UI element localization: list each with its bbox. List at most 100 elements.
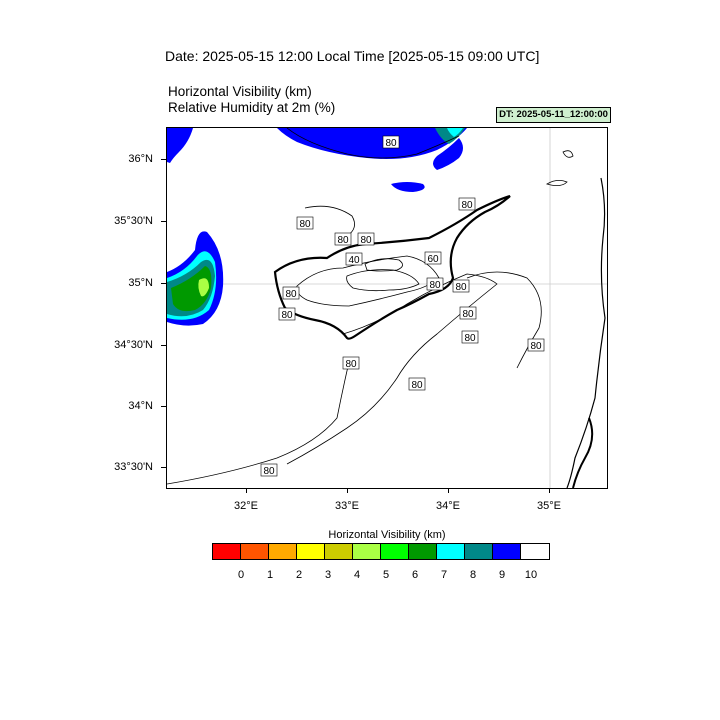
legend-tick-label: 3 (324, 569, 332, 581)
rh-contour-northeast-1 (546, 180, 568, 186)
lon-tick (347, 488, 348, 493)
legend-swatch (269, 544, 297, 559)
legend-swatch (353, 544, 381, 559)
svg-text:80: 80 (360, 235, 372, 246)
contour-label: 80 (459, 306, 477, 320)
svg-text:80: 80 (455, 282, 467, 293)
legend-swatch (241, 544, 269, 559)
visibility-fill-left-lightgreen (198, 278, 209, 297)
svg-text:80: 80 (429, 280, 441, 291)
legend-tick-label: 1 (266, 569, 274, 581)
lon-tick (549, 488, 550, 493)
legend-title: Horizontal Visibility (km) (328, 529, 446, 541)
lon-label-35e: 35°E (537, 500, 561, 512)
lat-label-33-30n: 33°30'N (114, 461, 153, 473)
contour-label: 80 (334, 232, 352, 246)
legend-tick-label: 4 (353, 569, 361, 581)
date-title: Date: 2025-05-15 12:00 Local Time [2025-… (165, 48, 540, 64)
svg-text:80: 80 (411, 380, 423, 391)
svg-text:80: 80 (464, 333, 476, 344)
contour-label: 80 (260, 463, 278, 477)
rh-contour-east-bold (572, 417, 594, 488)
variable-title-humidity: Relative Humidity at 2m (%) (168, 100, 336, 115)
lat-tick (161, 283, 166, 284)
svg-text:80: 80 (281, 310, 293, 321)
rh-contour-west (304, 205, 355, 237)
contour-labels: 80 80 80 60 80 40 (260, 135, 545, 477)
legend-tick-label: 6 (411, 569, 419, 581)
svg-text:60: 60 (427, 254, 439, 265)
contour-label: 80 (296, 216, 314, 230)
rh-contour-east-coast (566, 177, 606, 488)
legend-tick-label: 9 (498, 569, 506, 581)
legend-swatch (325, 544, 353, 559)
contour-label: 80 (461, 330, 479, 344)
map-panel: 80 80 80 60 80 40 (166, 127, 608, 489)
legend-swatch (465, 544, 493, 559)
lat-label-34n: 34°N (128, 400, 153, 412)
lon-tick (246, 488, 247, 493)
lat-label-36n: 36°N (128, 153, 153, 165)
legend-colorbar (212, 543, 550, 560)
lat-label-34-30n: 34°30'N (114, 339, 153, 351)
lat-tick (161, 345, 166, 346)
lon-label-33e: 33°E (335, 500, 359, 512)
legend-swatch (297, 544, 325, 559)
legend-swatch (213, 544, 241, 559)
svg-text:80: 80 (299, 219, 311, 230)
contour-label: 80 (458, 197, 476, 211)
visibility-fill-top-blob (391, 182, 425, 192)
contour-label: 80 (278, 307, 296, 321)
svg-text:80: 80 (530, 341, 542, 352)
legend-swatch (409, 544, 437, 559)
svg-text:80: 80 (462, 309, 474, 320)
visibility-fill-left-green (171, 266, 212, 312)
svg-text:80: 80 (263, 466, 275, 477)
map-canvas: 80 80 80 60 80 40 (167, 128, 607, 488)
rh-contour-northeast-2 (562, 150, 574, 158)
lat-tick (161, 406, 166, 407)
rh-contour-southwest (167, 361, 350, 485)
svg-text:40: 40 (348, 255, 360, 266)
legend-tick-label: 5 (382, 569, 390, 581)
lon-label-34e: 34°E (436, 500, 460, 512)
svg-text:80: 80 (285, 289, 297, 300)
visibility-fill-top-cyan (447, 128, 463, 137)
lat-tick (161, 159, 166, 160)
legend-swatch (521, 544, 549, 559)
contour-label: 80 (452, 279, 470, 293)
lat-label-35-30n: 35°30'N (114, 215, 153, 227)
contour-label: 80 (426, 277, 444, 291)
legend-swatch (381, 544, 409, 559)
legend-swatch (437, 544, 465, 559)
contour-label: 40 (345, 252, 363, 266)
legend-tick-label: 0 (237, 569, 245, 581)
contour-label: 80 (408, 377, 426, 391)
lat-label-35n: 35°N (128, 277, 153, 289)
legend-tick-label: 2 (295, 569, 303, 581)
contour-label: 80 (282, 286, 300, 300)
lat-tick (161, 221, 166, 222)
lon-tick (448, 488, 449, 493)
visibility-fill-top-left (167, 128, 193, 163)
svg-text:80: 80 (461, 200, 473, 211)
legend-tick-label: 10 (524, 569, 538, 581)
visibility-fill-top-band (277, 128, 467, 159)
svg-text:80: 80 (385, 138, 397, 149)
visibility-fill-top-right (433, 138, 463, 170)
dt-label-box: DT: 2025-05-11_12:00:00 (496, 107, 611, 123)
rh-contour-interior-3 (364, 258, 403, 272)
rh-contour-east-1 (466, 271, 542, 369)
contour-label: 80 (357, 232, 375, 246)
contour-label: 80 (382, 135, 400, 149)
lon-label-32e: 32°E (234, 500, 258, 512)
svg-text:80: 80 (345, 359, 357, 370)
variable-title-visibility: Horizontal Visibility (km) (168, 84, 312, 99)
contour-label: 60 (424, 251, 442, 265)
svg-text:80: 80 (337, 235, 349, 246)
cyprus-coastline (273, 194, 511, 340)
rh-contour-interior-1 (296, 255, 440, 307)
legend-tick-label: 8 (469, 569, 477, 581)
contour-label: 80 (342, 356, 360, 370)
legend-tick-label: 7 (440, 569, 448, 581)
